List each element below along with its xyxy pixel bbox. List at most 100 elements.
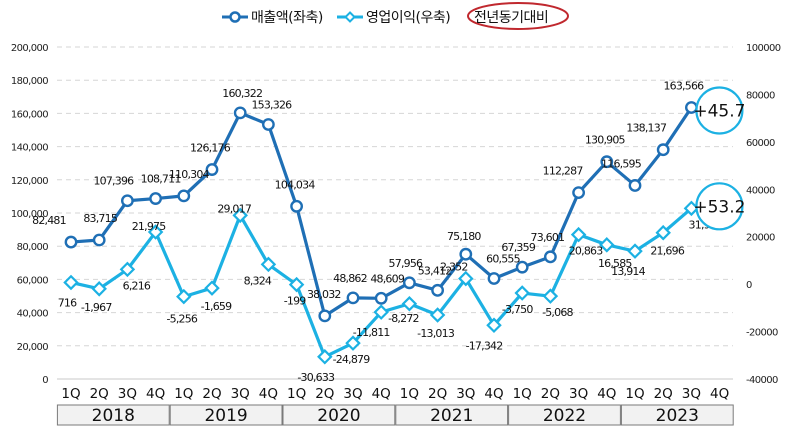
quarter-tick-label: 3Q (118, 386, 137, 402)
legend-item-sales[interactable]: 매출액(좌축) (222, 10, 323, 26)
profit-data-label: 20,863 (569, 245, 603, 258)
sales-point (149, 192, 163, 205)
sales-data-label: 126,176 (190, 142, 231, 155)
sales-point (205, 163, 219, 176)
sales-point (515, 260, 529, 274)
profit-data-label: -5,256 (166, 313, 197, 326)
quarter-tick-label: 4Q (484, 386, 503, 402)
profit-data-label: 16,585 (598, 257, 632, 270)
profit-data-label: -13,013 (417, 327, 455, 340)
yoy-ellipse-icon (467, 2, 569, 30)
profit-data-label: -17,342 (466, 339, 503, 352)
profit-data-label: -24,879 (333, 353, 371, 366)
profit-data-label: 13,914 (611, 265, 645, 278)
profit-point (176, 288, 192, 305)
profit-point (288, 276, 305, 293)
sales-point (290, 199, 303, 213)
year-label: 2020 (317, 406, 360, 426)
quarter-tick-label: 2Q (541, 386, 560, 402)
profit-point (599, 237, 615, 253)
sales-data-label: 48,609 (370, 272, 404, 285)
profit-point (63, 274, 79, 291)
left-tick-label: 40,000 (17, 309, 49, 320)
sales-data-label: 73,601 (531, 231, 565, 244)
left-tick-label: 20,000 (17, 342, 49, 353)
left-tick-label: 0 (42, 375, 48, 386)
profit-point (204, 280, 220, 296)
year-label: 2018 (92, 406, 135, 426)
profit-data-label: 21,975 (132, 220, 166, 233)
gridlines (57, 46, 733, 380)
legend-yoy-label: 전년동기대비 (474, 10, 548, 26)
yoy-badge-ring (695, 86, 744, 135)
year-box (620, 404, 734, 426)
profit-point (542, 288, 559, 304)
year-box (56, 404, 170, 426)
sales-point (544, 250, 557, 264)
sales-point (121, 194, 134, 208)
quarter-tick-label: 2Q (90, 386, 109, 402)
quarter-tick-label: 2Q (654, 386, 673, 402)
profit-point (147, 224, 164, 240)
profit-data-label: -30,633 (297, 371, 335, 384)
profit-data-label: -1,967 (81, 301, 112, 314)
yoy-badges: +45.7 +53.2 (693, 86, 745, 231)
sales-data-label: 160,322 (222, 87, 262, 100)
profit-point (345, 335, 361, 351)
diamond-marker-icon (344, 11, 356, 23)
profit-point (486, 317, 502, 334)
profit-data-label: 2,352 (440, 261, 468, 274)
sales-data-label: 38,032 (307, 288, 341, 301)
quarter-tick-label: 3Q (456, 386, 475, 402)
quarter-tick-label: 1Q (61, 386, 80, 402)
profit-point (429, 307, 446, 323)
circle-marker-icon (229, 11, 241, 23)
sales-point (233, 106, 247, 120)
right-tick-label: 80000 (746, 90, 775, 101)
sales-data-label: 82,481 (32, 214, 66, 227)
quarter-tick-label: 3Q (682, 386, 701, 402)
quarter-tick-label: 2Q (428, 386, 447, 402)
profit-data-label: 29,017 (217, 202, 251, 215)
legend-item-yoy[interactable]: 전년동기대비 (467, 2, 569, 30)
sales-point (261, 118, 275, 131)
sales-data-label: 130,905 (585, 134, 626, 147)
sales-point (656, 143, 670, 157)
quarter-tick-label: 1Q (287, 386, 306, 402)
yoy-badge-value: +45.7 (693, 101, 745, 121)
year-box (395, 404, 509, 426)
right-tick-label: 40000 (746, 185, 775, 196)
right-tick-label: 0 (746, 280, 752, 291)
sales-data-label: 57,956 (389, 257, 423, 270)
profit-point (119, 261, 136, 278)
profit-data-label: 21,696 (650, 245, 684, 258)
sales-point (572, 186, 585, 200)
quarter-tick-label: 3Q (343, 386, 362, 402)
sales-data-label: 60,555 (486, 252, 520, 265)
right-tick-label: -20000 (746, 328, 778, 339)
quarter-tick-label: 3Q (231, 386, 250, 402)
profit-point (317, 349, 333, 365)
right-tick-label: 60000 (746, 138, 775, 149)
quarter-tick-label: 4Q (372, 386, 391, 402)
legend-item-profit[interactable]: 영업이익(우축) (337, 10, 451, 26)
year-box (169, 404, 283, 426)
left-tick-label: 180,000 (11, 76, 48, 87)
year-box (282, 404, 396, 426)
sales-point (177, 189, 191, 203)
sales-data-label: 48,862 (333, 272, 367, 285)
quarter-tick-label: 1Q (513, 386, 532, 402)
right-axis: -40000 -20000 0 20000 40000 60000 80000 100000 (746, 43, 781, 386)
yoy-badge-value: +53.2 (693, 197, 745, 217)
sales-point (64, 235, 78, 249)
profit-point (373, 304, 389, 320)
legend: 매출액(좌축) 영업이익(우축) 전년동기대비 (222, 2, 569, 30)
profit-data-label: -199 (284, 295, 307, 308)
left-tick-label: 120,000 (11, 176, 48, 187)
profit-data-label: 8,324 (244, 274, 272, 287)
sales-point (600, 155, 614, 169)
profit-point (655, 224, 671, 241)
sales-data-label: 153,326 (251, 98, 292, 111)
yoy-badge-ring (695, 182, 744, 231)
sales-data-label: 112,287 (543, 165, 584, 178)
